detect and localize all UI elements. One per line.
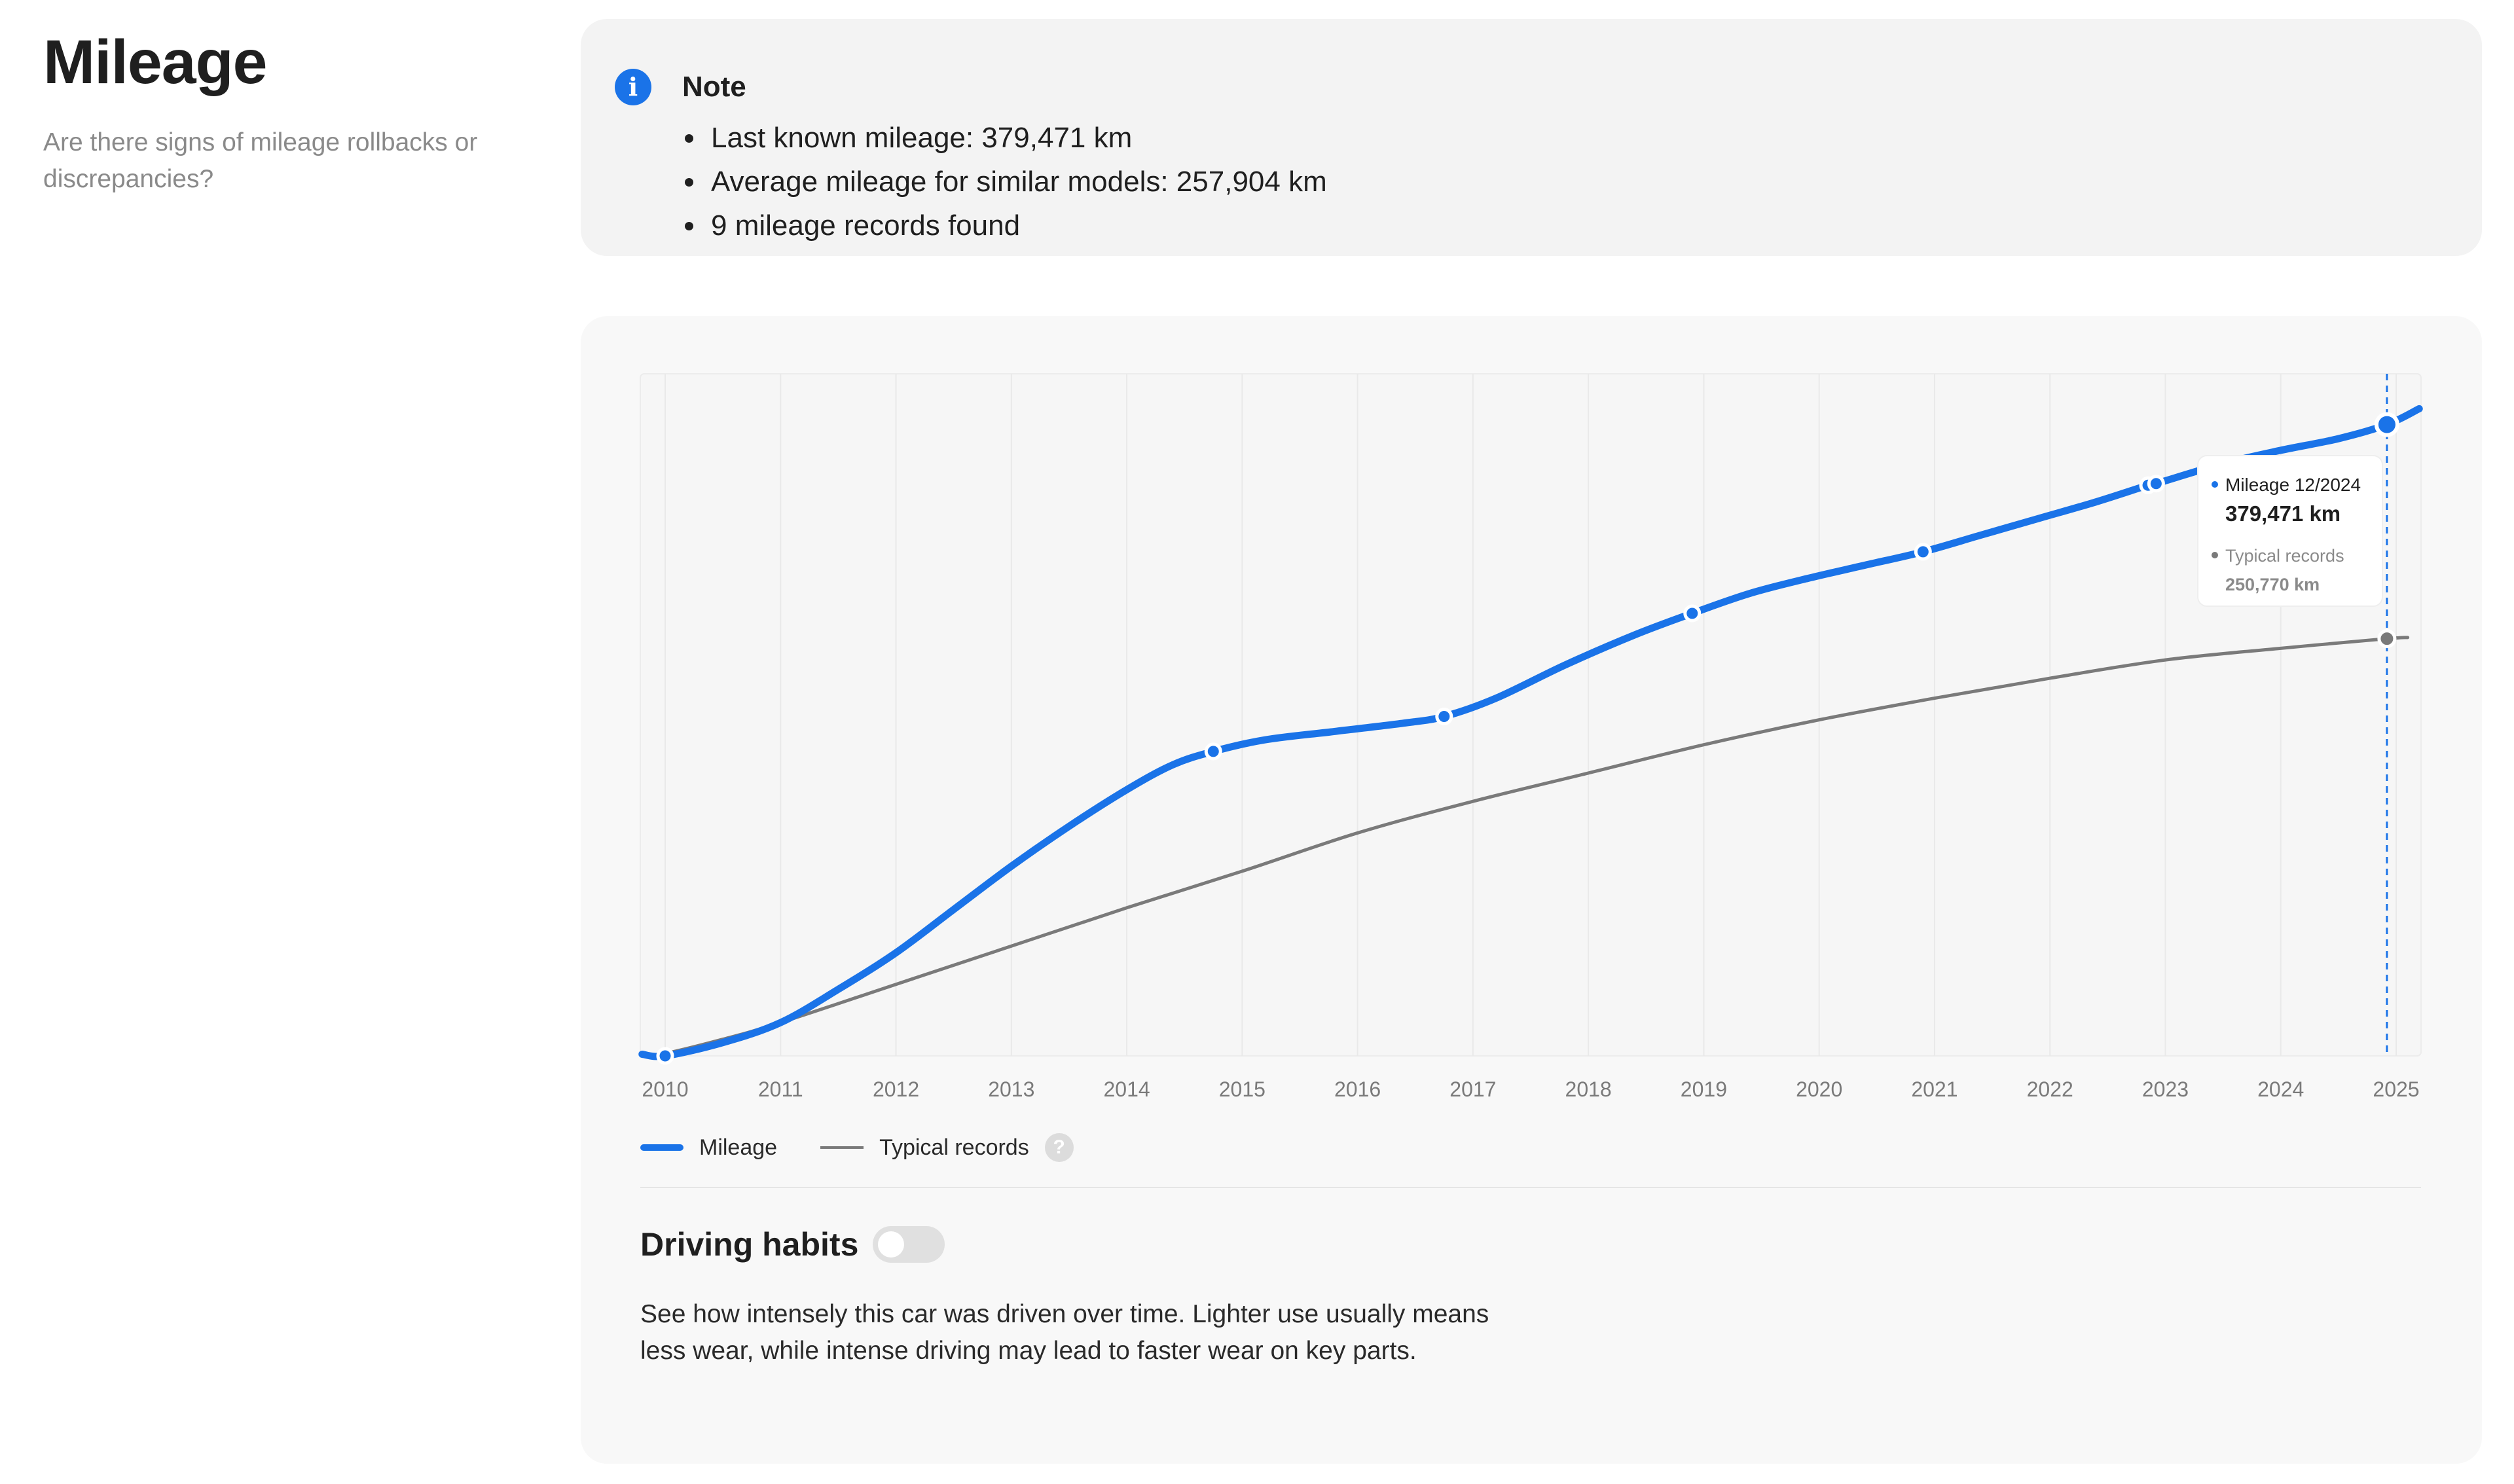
- legend-swatch-typical: [820, 1146, 864, 1149]
- legend-label-typical: Typical records: [879, 1134, 1029, 1160]
- page-title: Mileage: [43, 27, 267, 97]
- mileage-point-0: [656, 1047, 674, 1065]
- legend-swatch-mileage: [640, 1144, 683, 1151]
- x-tick-label-2020: 2020: [1796, 1077, 1842, 1101]
- note-item-last-mileage: Last known mileage: 379,471 km: [682, 116, 1327, 160]
- driving-habits-description: See how intensely this car was driven ov…: [640, 1300, 1489, 1365]
- mileage-point-2: [1435, 708, 1453, 726]
- mileage-point-3: [1683, 604, 1702, 623]
- chart-tooltip: [2197, 455, 2383, 607]
- x-tick-label-2023: 2023: [2142, 1077, 2189, 1101]
- x-tick-label-2015: 2015: [1219, 1077, 1266, 1101]
- note-card: i Note Last known mileage: 379,471 km Av…: [581, 19, 2482, 256]
- driving-habits-title: Driving habits: [640, 1226, 859, 1263]
- toggle-knob: [878, 1231, 905, 1258]
- plot-area: [640, 373, 2422, 1057]
- x-tick-label-2014: 2014: [1103, 1077, 1150, 1101]
- x-tick-label-2013: 2013: [988, 1077, 1034, 1101]
- note-item-average-mileage: Average mileage for similar models: 257,…: [682, 160, 1327, 204]
- help-icon[interactable]: ?: [1044, 1133, 1074, 1162]
- mileage-chart-card: 2010 2011 2012 2013 2014 2015 2016 2017 2018 2019…: [581, 316, 2482, 1464]
- x-tick-label-2011: 2011: [758, 1077, 803, 1101]
- driving-habits-header: Driving habits: [640, 1218, 945, 1271]
- mileage-point-6: [2147, 475, 2165, 493]
- x-tick-label-2010: 2010: [642, 1077, 688, 1101]
- tooltip-mileage-dot: [2212, 481, 2218, 488]
- typical-records-line: [640, 636, 2410, 1057]
- x-tick-label-2022: 2022: [2027, 1077, 2073, 1101]
- driving-habits-toggle[interactable]: [873, 1226, 945, 1263]
- typical-point-0: [2377, 629, 2397, 649]
- x-tick-label-2017: 2017: [1449, 1077, 1496, 1101]
- legend-item-typical-records[interactable]: Typical records ?: [820, 1133, 1074, 1162]
- tooltip-typical-value: 250,770 km: [2225, 575, 2320, 594]
- tooltip-mileage-value: 379,471 km: [2225, 501, 2341, 526]
- chart-legend: Mileage Typical records ?: [640, 1128, 1117, 1167]
- mileage-point-1: [1204, 742, 1222, 761]
- legend-item-mileage[interactable]: Mileage: [640, 1135, 777, 1161]
- section-header: Mileage Are there signs of mileage rollb…: [43, 26, 541, 198]
- x-tick-label-2024: 2024: [2257, 1077, 2304, 1101]
- note-item-record-count: 9 mileage records found: [682, 204, 1327, 247]
- x-tick-label-2016: 2016: [1334, 1077, 1381, 1101]
- note-list: Last known mileage: 379,471 km Average m…: [682, 116, 1327, 247]
- x-tick-label-2012: 2012: [873, 1077, 919, 1101]
- note-title: Note: [682, 71, 746, 103]
- legend-label-mileage: Mileage: [699, 1134, 778, 1160]
- info-icon: i: [615, 69, 651, 105]
- tooltip-typical-label: Typical records: [2225, 546, 2344, 566]
- x-tick-label-2019: 2019: [1681, 1077, 1727, 1101]
- mileage-chart[interactable]: 2010 2011 2012 2013 2014 2015 2016 2017 2018 2019…: [581, 316, 2482, 1102]
- tooltip-typical-dot: [2212, 552, 2218, 558]
- x-tick-label-2025: 2025: [2373, 1077, 2419, 1101]
- page-subtitle: Are there signs of mileage rollbacks or …: [43, 128, 478, 193]
- mileage-point-7: [2374, 412, 2399, 437]
- mileage-point-4: [1914, 543, 1932, 561]
- divider: [640, 1187, 2421, 1188]
- tooltip-mileage-label: Mileage 12/2024: [2225, 475, 2361, 495]
- x-tick-label-2018: 2018: [1565, 1077, 1612, 1101]
- x-tick-label-2021: 2021: [1911, 1077, 1958, 1101]
